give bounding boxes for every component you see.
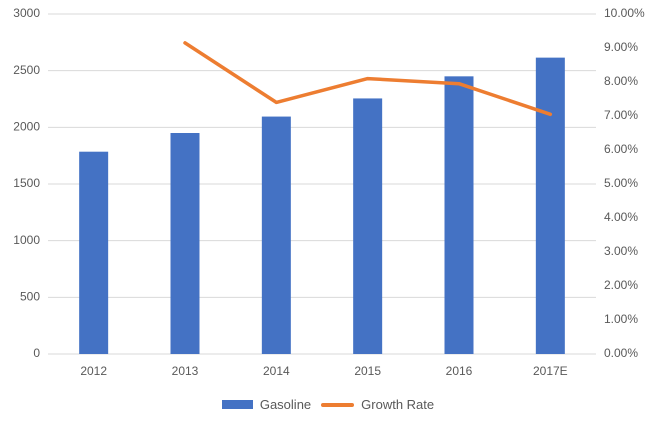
left-axis-tick-label: 2000 [13, 120, 40, 134]
right-axis-tick-label: 5.00% [604, 176, 638, 190]
right-axis-tick-label: 10.00% [604, 6, 645, 20]
left-axis-tick-label: 1500 [13, 176, 40, 190]
x-axis-category-label: 2016 [446, 364, 473, 378]
gasoline-swatch-icon [221, 400, 253, 409]
legend-item-gasoline: Gasoline [221, 397, 312, 412]
x-axis-category-label: 2017E [533, 364, 568, 378]
right-axis-tick-label: 8.00% [604, 74, 638, 88]
x-axis-category-label: 2014 [263, 364, 290, 378]
right-axis-tick-label: 0.00% [604, 346, 638, 360]
left-axis-tick-label: 0 [33, 346, 40, 360]
right-axis-tick-label: 9.00% [604, 40, 638, 54]
gasoline-bar-2017E [535, 57, 565, 355]
gasoline-bar-2012 [79, 151, 109, 354]
gasoline-bar-2014 [261, 116, 291, 354]
right-axis-tick-label: 3.00% [604, 244, 638, 258]
growth-rate-swatch-icon [321, 402, 355, 407]
x-axis-category-label: 2012 [80, 364, 107, 378]
left-axis-tick-label: 500 [20, 290, 40, 304]
legend-label-gasoline: Gasoline [259, 397, 312, 412]
gasoline-bar-2015 [353, 98, 383, 354]
left-axis-tick-label: 3000 [13, 6, 40, 20]
right-axis-tick-label: 7.00% [604, 108, 638, 122]
gasoline-bar-2016 [444, 76, 474, 354]
gasoline-bar-2013 [170, 133, 200, 354]
right-axis-tick-label: 4.00% [604, 210, 638, 224]
legend-item-growth-rate: Growth Rate [321, 397, 434, 412]
chart-legend: Gasoline Growth Rate [0, 397, 656, 412]
x-axis-category-label: 2015 [354, 364, 381, 378]
growth-rate-line [183, 41, 553, 117]
right-axis-tick-label: 1.00% [604, 312, 638, 326]
left-axis-tick-label: 1000 [13, 233, 40, 247]
right-axis-tick-label: 6.00% [604, 142, 638, 156]
right-axis-tick-label: 2.00% [604, 278, 638, 292]
legend-label-growth-rate: Growth Rate [361, 397, 435, 412]
left-axis-tick-label: 2500 [13, 63, 40, 77]
x-axis-category-label: 2013 [172, 364, 199, 378]
